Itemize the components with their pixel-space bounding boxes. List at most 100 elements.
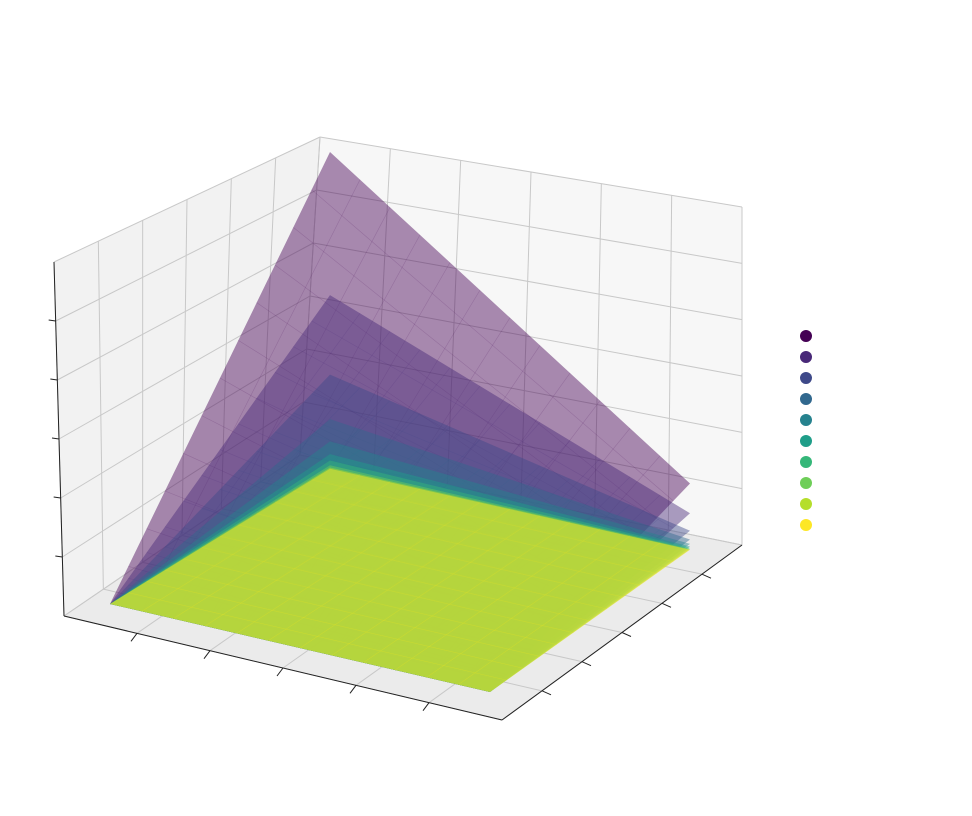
surface-mesh-line: [183, 542, 557, 642]
surface-mesh-line: [268, 499, 481, 641]
surface-mesh-line: [256, 503, 624, 596]
surface-mesh-line: [293, 489, 657, 574]
surface-mesh-line: [458, 529, 661, 685]
surface-mesh-line: [201, 541, 574, 632]
surface-mesh-line: [363, 521, 571, 663]
surface-face: [110, 454, 690, 692]
surface-mesh-line: [293, 488, 657, 574]
surface-mesh-line: [219, 536, 591, 622]
surface-mesh-line: [238, 469, 607, 599]
surface-mesh-line: [274, 499, 641, 586]
surface-mesh-line: [274, 465, 641, 578]
surface-mesh-line: [426, 535, 631, 678]
surface-mesh-line: [164, 546, 541, 652]
surface-mesh-line: [394, 491, 601, 671]
surface-mesh-line: [128, 591, 507, 681]
surface-mesh-line: [173, 458, 391, 619]
floor-pane: [64, 455, 742, 720]
surface-mesh-line: [204, 448, 421, 627]
surface-mesh-line: [458, 538, 661, 685]
surface-mesh-line: [201, 535, 574, 631]
surface-mesh-line: [363, 522, 571, 663]
legend-marker-1: [800, 330, 812, 342]
surface-mesh-line: [293, 490, 657, 574]
surface-face: [110, 152, 690, 692]
surface-mesh-line: [426, 526, 631, 678]
surface-mesh-line: [173, 481, 391, 619]
surface-mesh-line: [363, 478, 571, 663]
surface-mesh-line: [256, 513, 624, 598]
surface-mesh-line: [394, 458, 601, 671]
surface-mesh-line: [363, 499, 571, 663]
surface-mesh-line: [268, 385, 481, 641]
surface-mesh-line: [458, 535, 661, 685]
surface-mesh-line: [331, 422, 541, 656]
surface-mesh-line: [164, 569, 541, 657]
surface-mesh-line: [293, 449, 657, 566]
y-tick: [581, 661, 592, 667]
surface-mesh-line: [274, 501, 641, 586]
surface-mesh-line: [236, 495, 451, 634]
x-tick: [203, 650, 211, 659]
surface-mesh-line: [204, 413, 421, 627]
surface-mesh-line: [394, 518, 601, 671]
surface-mesh-line: [394, 527, 601, 671]
surface-1: [110, 152, 690, 692]
surface-mesh-line: [458, 540, 661, 685]
surface-mesh-line: [426, 519, 631, 678]
surface-mesh-line: [173, 438, 391, 619]
surface-mesh-line: [299, 508, 511, 649]
surface-face: [110, 467, 690, 692]
surface-mesh-line: [236, 492, 451, 634]
surface-mesh-line: [331, 465, 541, 656]
surface-mesh-line: [219, 522, 591, 619]
surface-mesh-line: [146, 565, 524, 666]
surface-mesh-line: [394, 523, 601, 671]
surface-mesh-line: [293, 478, 657, 572]
surface-mesh-line: [128, 566, 507, 675]
surface-mesh-line: [173, 400, 391, 619]
surface-mesh-line: [426, 534, 631, 678]
surface-mesh-line: [311, 479, 674, 562]
surface-mesh-line: [173, 469, 391, 619]
surface-mesh-line: [201, 547, 574, 634]
surface-mesh-line: [128, 592, 507, 681]
surface-mesh-line: [299, 508, 511, 649]
surface-mesh-line: [183, 558, 557, 645]
surface-mesh-line: [274, 496, 641, 585]
surface-mesh-line: [128, 588, 507, 680]
surface-mesh-line: [363, 518, 571, 663]
y-tick: [621, 632, 632, 637]
surface-mesh-line: [146, 580, 524, 669]
surface-mesh-line: [219, 531, 591, 621]
surface-mesh-line: [394, 529, 601, 671]
surface-mesh-line: [219, 528, 591, 620]
surface-mesh-line: [141, 467, 361, 612]
surface-mesh-line: [311, 466, 674, 559]
surface-mesh-line: [268, 501, 481, 641]
legend-marker-9: [800, 498, 812, 510]
surface-mesh-line: [426, 530, 631, 678]
surface-mesh-line: [394, 528, 601, 671]
surface-face: [110, 374, 690, 692]
surface-mesh-line: [219, 511, 591, 617]
surface-mesh-line: [204, 349, 421, 627]
grid-line: [53, 136, 321, 263]
surface-mesh-line: [173, 478, 391, 619]
surfaces: [110, 152, 690, 692]
surface-mesh-line: [183, 549, 557, 643]
surface-mesh-line: [219, 535, 591, 622]
z-tick: [55, 555, 63, 558]
legend-marker-7: [800, 456, 812, 468]
surface-mesh-line: [458, 541, 661, 685]
legend-marker-10: [800, 519, 812, 531]
surface-4: [110, 419, 690, 692]
surface-mesh-line: [219, 534, 591, 621]
surface-mesh-line: [183, 500, 557, 633]
grid-line: [299, 454, 743, 546]
surface-mesh-line: [256, 450, 624, 585]
surface-mesh-line: [311, 472, 674, 561]
surface-9: [110, 467, 690, 692]
surface-face: [110, 295, 690, 692]
